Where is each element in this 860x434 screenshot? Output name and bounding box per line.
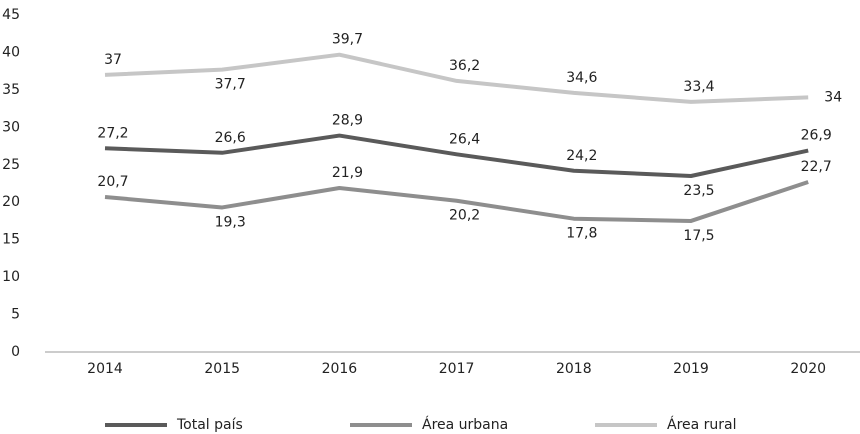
data-label: 26,4 xyxy=(449,131,480,147)
data-label: 27,2 xyxy=(97,125,128,141)
y-tick-label: 0 xyxy=(11,344,20,360)
data-label: 19,3 xyxy=(215,214,246,230)
data-label: 33,4 xyxy=(683,79,714,95)
data-label: 39,7 xyxy=(332,32,363,48)
y-tick-label: 20 xyxy=(2,194,20,210)
data-label: 24,2 xyxy=(566,148,597,164)
x-tick-label: 2014 xyxy=(87,361,123,377)
y-tick-label: 40 xyxy=(2,44,20,60)
y-tick-label: 35 xyxy=(2,82,20,98)
y-tick-label: 25 xyxy=(2,157,20,173)
legend-label: Área urbana xyxy=(422,416,508,433)
x-tick-label: 2015 xyxy=(204,361,240,377)
data-label: 20,7 xyxy=(97,174,128,190)
data-label: 26,9 xyxy=(801,128,832,144)
data-label: 36,2 xyxy=(449,58,480,74)
y-tick-label: 5 xyxy=(11,307,20,323)
data-label: 21,9 xyxy=(332,165,363,181)
x-tick-label: 2016 xyxy=(322,361,358,377)
data-label: 37,7 xyxy=(215,77,246,93)
legend-label: Área rural xyxy=(667,416,737,433)
data-label: 26,6 xyxy=(215,130,246,146)
series-line xyxy=(104,133,809,179)
data-label: 17,8 xyxy=(566,226,597,242)
data-label: 23,5 xyxy=(683,183,714,199)
data-label: 17,5 xyxy=(683,228,714,244)
y-tick-label: 45 xyxy=(2,7,20,23)
series-line xyxy=(104,180,809,223)
x-tick-label: 2019 xyxy=(673,361,709,377)
y-tick-label: 10 xyxy=(2,269,20,285)
data-label: 20,2 xyxy=(449,208,480,224)
data-label: 22,7 xyxy=(801,159,832,175)
data-label: 28,9 xyxy=(332,113,363,129)
x-tick-label: 2017 xyxy=(439,361,475,377)
x-tick-label: 2018 xyxy=(556,361,592,377)
y-tick-label: 15 xyxy=(2,232,20,248)
data-label: 34,6 xyxy=(566,70,597,86)
series-line xyxy=(104,52,809,104)
y-tick-label: 30 xyxy=(2,119,20,135)
data-label: 37 xyxy=(104,52,122,68)
data-label: 34 xyxy=(824,89,842,105)
legend-label: Total país xyxy=(176,417,243,433)
x-tick-label: 2020 xyxy=(790,361,826,377)
